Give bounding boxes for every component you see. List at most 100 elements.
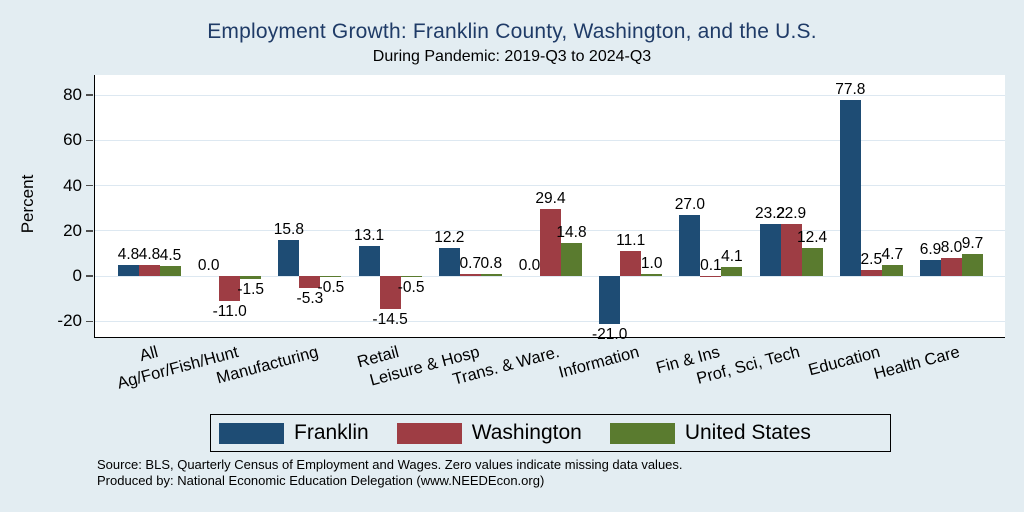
bar-united-states-fin-ins (721, 266, 743, 276)
bar-franklin-manufacturing (278, 240, 300, 276)
value-label-united-states-trans-ware: 14.8 (556, 223, 587, 241)
value-label-franklin-trans-ware: 0.0 (518, 257, 541, 274)
value-label-franklin-leisure-hosp: 12.2 (434, 229, 465, 247)
bar-franklin-retail (358, 246, 380, 276)
y-tick-mark (86, 320, 93, 322)
bar-washington-manufacturing (299, 276, 321, 288)
legend-swatch-washington (396, 422, 462, 444)
value-label-washington-leisure-hosp: 0.7 (459, 255, 482, 273)
value-label-franklin-information: -21.0 (592, 325, 628, 343)
bar-united-states-trans-ware (561, 242, 582, 276)
gridline-y--20 (95, 320, 1005, 322)
bar-united-states-health-care (962, 254, 983, 276)
bar-united-states-retail (400, 276, 422, 278)
bar-united-states-all (160, 265, 181, 276)
value-label-united-states-manufacturing: -0.5 (317, 279, 345, 297)
gridline-y-60 (95, 139, 1005, 141)
legend-label-united-states: United States (684, 421, 811, 444)
x-category-label-information: Information (556, 343, 642, 382)
x-category-label-education: Education (806, 343, 882, 380)
y-tick-label: -20 (57, 311, 82, 331)
value-label-washington-education: 2.5 (860, 251, 883, 269)
legend-swatch-united-states (609, 422, 675, 444)
value-label-franklin-retail: 13.1 (354, 227, 385, 245)
y-tick-mark (86, 184, 93, 187)
legend-entry-united-states: United States (609, 421, 811, 445)
bar-washington-prof-sci-tech (780, 224, 802, 276)
footer-source-line: Source: BLS, Quarterly Census of Employm… (97, 457, 683, 472)
value-label-franklin-prof-sci-tech: 23.2 (755, 204, 786, 222)
y-tick-label: 80 (63, 85, 82, 104)
value-label-united-states-information: 1.0 (640, 254, 663, 272)
value-label-franklin-fin-ins: 27.0 (674, 195, 705, 213)
footer-producer-line: Produced by: National Economic Education… (97, 473, 545, 488)
y-tick-label: 40 (63, 175, 82, 195)
bar-franklin-leisure-hosp (438, 248, 460, 276)
value-label-franklin-ag-for-fish-hunt: 0.0 (197, 257, 220, 274)
value-label-washington-fin-ins: 0.1 (700, 256, 722, 274)
bar-washington-retail (379, 276, 401, 309)
bar-franklin-all (118, 265, 139, 276)
value-label-united-states-retail: -0.5 (397, 279, 425, 297)
value-label-washington-retail: -14.5 (372, 310, 408, 328)
plot-area: 4.8 4.8 4.5 0.0 -11.0 -1.5 15.8 -5.3 -0.5 13.1 -14… (94, 75, 1005, 343)
value-label-franklin-education: 77.8 (835, 80, 866, 98)
bar-franklin-health-care (920, 260, 941, 276)
bar-washington-education (860, 270, 882, 276)
legend-entry-franklin: Franklin (219, 421, 369, 445)
bar-washington-health-care (941, 257, 962, 276)
x-category-label-health-care: Health Care (872, 343, 963, 384)
value-label-united-states-prof-sci-tech: 12.4 (797, 228, 828, 246)
value-label-franklin-health-care: 6.9 (919, 241, 942, 259)
bar-franklin-education (839, 99, 861, 276)
bar-franklin-prof-sci-tech (759, 223, 781, 276)
y-tick-mark (86, 139, 93, 141)
value-label-united-states-fin-ins: 4.1 (721, 247, 743, 265)
y-tick-label: 0 (72, 266, 82, 285)
value-label-united-states-ag-for-fish-hunt: -1.5 (237, 281, 265, 299)
bar-united-states-manufacturing (320, 276, 342, 278)
value-label-washington-manufacturing: -5.3 (296, 289, 324, 307)
bar-united-states-leisure-hosp (480, 274, 502, 276)
bar-united-states-education (881, 265, 903, 276)
value-label-united-states-education: 4.7 (881, 246, 904, 264)
value-label-united-states-health-care: 9.7 (961, 235, 984, 253)
bar-united-states-prof-sci-tech (801, 247, 823, 276)
y-tick-label: 60 (63, 130, 82, 150)
value-label-washington-information: 11.1 (616, 231, 646, 249)
legend: Franklin Washington United States (210, 414, 891, 452)
bar-washington-trans-ware (540, 209, 561, 276)
bar-franklin-information (599, 276, 621, 324)
value-label-franklin-manufacturing: 15.8 (273, 221, 304, 239)
value-label-washington-health-care: 8.0 (940, 238, 963, 256)
value-label-united-states-all: 4.5 (159, 246, 182, 264)
y-tick-label: 20 (63, 220, 82, 240)
gridline-y-80 (95, 94, 1005, 96)
chart-title: Employment Growth: Franklin County, Wash… (207, 20, 817, 43)
gridline-y-40 (95, 185, 1005, 186)
value-label-washington-prof-sci-tech: 22.9 (776, 205, 807, 223)
legend-label-franklin: Franklin (294, 421, 369, 444)
legend-label-washington: Washington (471, 421, 582, 444)
bar-franklin-fin-ins (679, 214, 701, 276)
bar-united-states-ag-for-fish-hunt (240, 276, 262, 280)
value-label-franklin-all: 4.8 (117, 246, 140, 264)
footer-note: Source: BLS, Quarterly Census of Employm… (97, 457, 683, 489)
chart-subtitle: During Pandemic: 2019-Q3 to 2024-Q3 (372, 48, 652, 65)
y-tick-mark (86, 275, 93, 277)
legend-swatch-franklin (219, 422, 284, 444)
bar-washington-information (620, 250, 642, 276)
gridline-y-0 (95, 275, 1005, 277)
bar-united-states-information (641, 273, 663, 276)
legend-entry-washington: Washington (396, 421, 582, 445)
value-label-washington-all: 4.8 (138, 246, 161, 264)
value-label-united-states-leisure-hosp: 0.8 (480, 255, 503, 273)
bar-washington-all (139, 265, 160, 276)
x-category-label-all: All (137, 343, 161, 366)
bar-washington-leisure-hosp (459, 274, 481, 276)
value-label-washington-ag-for-fish-hunt: -11.0 (212, 302, 247, 320)
value-label-washington-trans-ware: 29.4 (535, 190, 566, 208)
y-tick-mark (86, 230, 93, 232)
y-tick-mark (86, 94, 93, 96)
